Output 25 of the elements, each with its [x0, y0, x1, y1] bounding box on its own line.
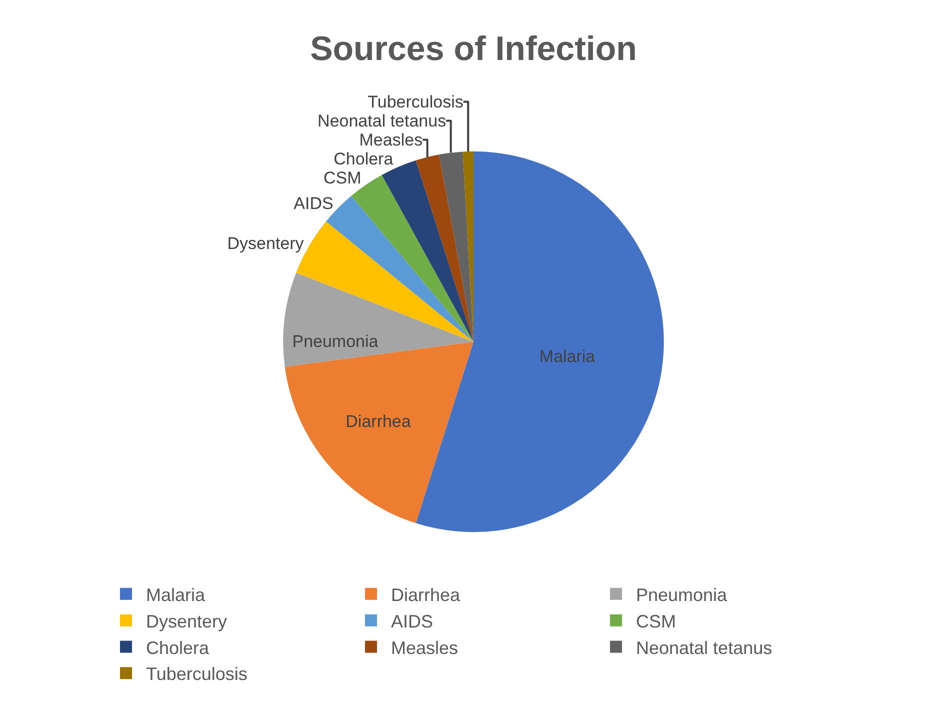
slice-label: Pneumonia [292, 332, 379, 352]
legend-label: Cholera [146, 638, 210, 658]
slice-label: AIDS [294, 194, 334, 213]
pie-slice [283, 272, 474, 367]
slice-label: Neonatal tetanus [318, 111, 446, 130]
slice-label: Tuberculosis [368, 92, 464, 112]
slice-label: Measles [359, 130, 423, 150]
pie-slice [439, 152, 474, 342]
legend-label: Measles [391, 638, 458, 658]
legend-label: Pneumonia [636, 584, 728, 605]
slice-label: Dysentery [227, 234, 304, 253]
slice-label: Cholera [334, 149, 394, 168]
pie-slice [416, 151, 664, 532]
slice-label: Diarrhea [346, 412, 412, 431]
legend-label: AIDS [391, 611, 434, 632]
slice-label: Malaria [539, 346, 596, 366]
legend-label: Diarrhea [391, 584, 462, 605]
slice-label: CSM [323, 168, 362, 188]
legend-label: Neonatal tetanus [636, 638, 772, 658]
legend-label: Tuberculosis [146, 664, 248, 684]
chart-title: Sources of Infection [310, 30, 637, 68]
legend-label: CSM [636, 611, 676, 632]
legend-label: Dysentery [146, 611, 228, 632]
pie-slice [416, 154, 474, 342]
legend-label: Malaria [146, 584, 206, 605]
